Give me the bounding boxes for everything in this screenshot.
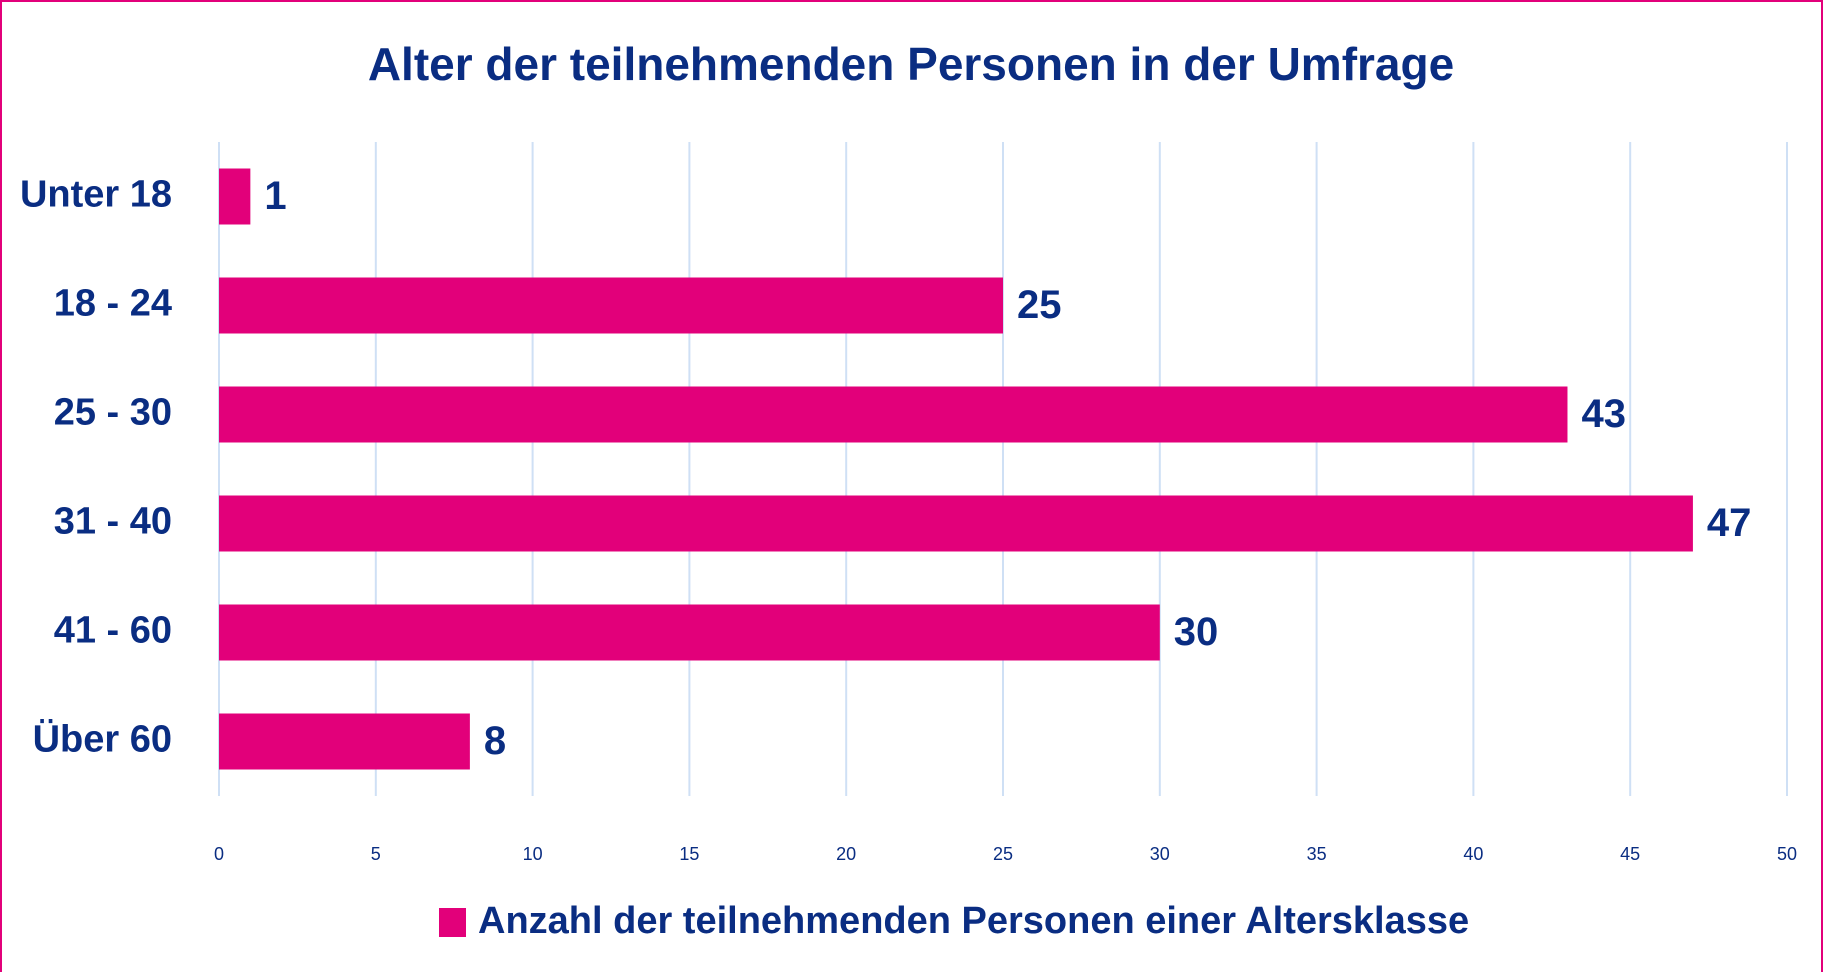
x-tick-label: 40: [1463, 844, 1483, 864]
y-tick-label: 41 - 60: [54, 610, 172, 652]
bar: [219, 386, 1568, 443]
bar: [219, 495, 1693, 552]
x-tick-label: 25: [993, 844, 1013, 864]
value-label: 25: [1017, 283, 1062, 327]
y-tick-label: Über 60: [33, 718, 172, 761]
value-label: 8: [484, 719, 506, 763]
x-tick-label: 20: [836, 844, 856, 864]
chart-title: Alter der teilnehmenden Personen in der …: [368, 38, 1454, 90]
bar: [219, 604, 1160, 661]
x-tick-label: 15: [679, 844, 699, 864]
value-label: 47: [1707, 501, 1752, 545]
legend-label: Anzahl der teilnehmenden Personen einer …: [478, 900, 1469, 942]
bar: [219, 713, 470, 770]
y-tick-label: 18 - 24: [54, 283, 172, 325]
value-label: 43: [1581, 392, 1626, 436]
x-tick-label: 45: [1620, 844, 1640, 864]
y-tick-label: 25 - 30: [54, 392, 172, 434]
x-tick-label: 50: [1777, 844, 1797, 864]
x-tick-label: 10: [523, 844, 543, 864]
x-tick-label: 35: [1307, 844, 1327, 864]
legend-swatch: [439, 908, 466, 937]
y-tick-label: Unter 18: [20, 174, 172, 216]
value-label: 30: [1174, 610, 1219, 654]
bar: [219, 168, 251, 225]
x-tick-label: 5: [371, 844, 381, 864]
value-label: 1: [264, 174, 286, 218]
x-tick-label: 30: [1150, 844, 1170, 864]
bar: [219, 277, 1003, 334]
x-tick-label: 0: [214, 844, 224, 864]
y-tick-label: 31 - 40: [54, 501, 172, 543]
